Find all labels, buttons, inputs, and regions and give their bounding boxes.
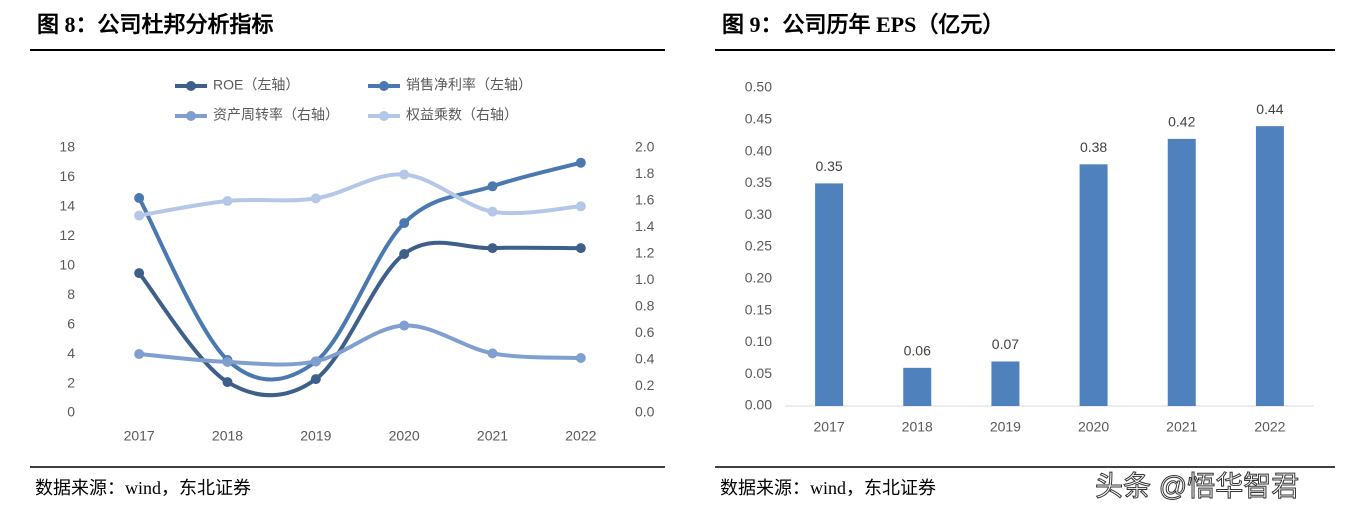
- bar: [991, 361, 1020, 406]
- watermark: 头条 @悟华智君: [1095, 470, 1299, 501]
- y2-tick-label: 0.8: [635, 298, 655, 314]
- y-tick-label: 0.45: [745, 111, 772, 127]
- x-tick-label: 2020: [389, 428, 420, 444]
- bar: [1079, 164, 1108, 406]
- x-tick-label: 2021: [1166, 419, 1197, 435]
- point: [310, 374, 321, 385]
- x-tick-label: 2018: [902, 419, 933, 435]
- y2-tick-label: 1.2: [635, 245, 655, 261]
- x-tick-label: 2022: [565, 428, 596, 444]
- y2-tick-label: 1.8: [635, 165, 655, 181]
- point: [575, 157, 586, 168]
- legend-label: ROE（左轴）: [213, 77, 299, 93]
- source: 数据来源：wind，东北证券: [35, 478, 251, 498]
- y-tick-label: 0.20: [745, 270, 772, 286]
- y-tick-label: 0.40: [745, 142, 772, 158]
- y2-tick-label: 2.0: [635, 139, 655, 155]
- point: [134, 193, 145, 204]
- bar: [815, 183, 844, 406]
- y-tick-label: 8: [67, 286, 75, 302]
- point: [399, 249, 410, 259]
- chart-title: 图 9：公司历年 EPS（亿元）: [722, 12, 1004, 37]
- bar: [1255, 126, 1284, 406]
- y-tick-label: 0: [67, 404, 75, 420]
- y-tick-label: 4: [67, 345, 75, 361]
- y-tick-label: 6: [67, 315, 75, 331]
- y-tick-label: 0.25: [745, 238, 772, 254]
- y-tick-label: 2: [67, 374, 75, 390]
- point: [487, 348, 498, 359]
- line: [137, 160, 582, 382]
- source: 数据来源：wind，东北证券: [720, 478, 936, 498]
- value-label: 0.06: [904, 343, 931, 359]
- y-tick-label: 12: [59, 227, 75, 243]
- x-tick-label: 2018: [212, 428, 243, 444]
- y-tick-label: 0.15: [745, 301, 772, 317]
- x-tick-label: 2019: [300, 428, 331, 444]
- y2-tick-label: 0.4: [635, 351, 655, 367]
- point: [487, 181, 498, 192]
- legend-marker: [186, 111, 196, 121]
- point: [575, 201, 586, 212]
- bar: [903, 367, 932, 406]
- point: [134, 349, 145, 360]
- point: [575, 243, 586, 254]
- point: [487, 243, 498, 254]
- bar: [1167, 138, 1196, 406]
- value-label: 0.44: [1256, 101, 1283, 117]
- legend-label: 销售净利率（左轴）: [406, 77, 532, 93]
- x-tick-label: 2021: [477, 428, 508, 444]
- y-tick-label: 0.35: [745, 174, 772, 190]
- y-tick-label: 10: [59, 256, 75, 272]
- y-tick-label: 0.00: [745, 397, 772, 413]
- y-tick-label: 0.05: [745, 365, 772, 381]
- legend-label: 资产周转率（右轴）: [213, 107, 339, 123]
- x-tick-label: 2020: [1078, 419, 1109, 435]
- legend-marker: [379, 81, 389, 91]
- y2-tick-label: 1.0: [635, 271, 655, 287]
- value-label: 0.38: [1080, 139, 1107, 155]
- point: [134, 268, 145, 279]
- y-tick-label: 0.10: [745, 333, 772, 349]
- y2-tick-label: 0.0: [635, 404, 655, 420]
- y2-tick-label: 1.4: [635, 218, 655, 234]
- y2-tick-label: 0.6: [635, 324, 655, 340]
- y2-tick-label: 1.6: [635, 192, 655, 208]
- point: [222, 356, 233, 367]
- y2-tick-label: 0.2: [635, 377, 655, 393]
- x-tick-label: 2017: [814, 419, 845, 435]
- point: [222, 377, 233, 388]
- value-label: 0.07: [992, 336, 1019, 352]
- legend-marker: [379, 111, 389, 121]
- point: [134, 210, 145, 221]
- point: [487, 206, 498, 217]
- line: [137, 240, 581, 398]
- x-tick-label: 2017: [124, 428, 155, 444]
- point: [399, 169, 410, 180]
- point: [310, 356, 321, 367]
- y-tick-label: 16: [59, 168, 75, 184]
- y-tick-label: 18: [59, 139, 75, 155]
- y-tick-label: 0.50: [745, 79, 772, 95]
- chart-title: 图 8：公司杜邦分析指标: [37, 12, 274, 37]
- point: [222, 196, 233, 206]
- value-label: 0.35: [815, 158, 842, 174]
- point: [310, 193, 321, 204]
- y-tick-label: 14: [59, 198, 75, 214]
- legend-marker: [186, 81, 196, 91]
- value-label: 0.42: [1168, 114, 1195, 130]
- line: [138, 172, 581, 218]
- point: [575, 353, 586, 364]
- point: [399, 218, 410, 229]
- x-tick-label: 2022: [1254, 419, 1285, 435]
- y-tick-label: 0.30: [745, 206, 772, 222]
- line: [138, 323, 581, 367]
- point: [399, 320, 410, 331]
- x-tick-label: 2019: [990, 419, 1021, 435]
- legend-label: 权益乘数（右轴）: [406, 107, 518, 123]
